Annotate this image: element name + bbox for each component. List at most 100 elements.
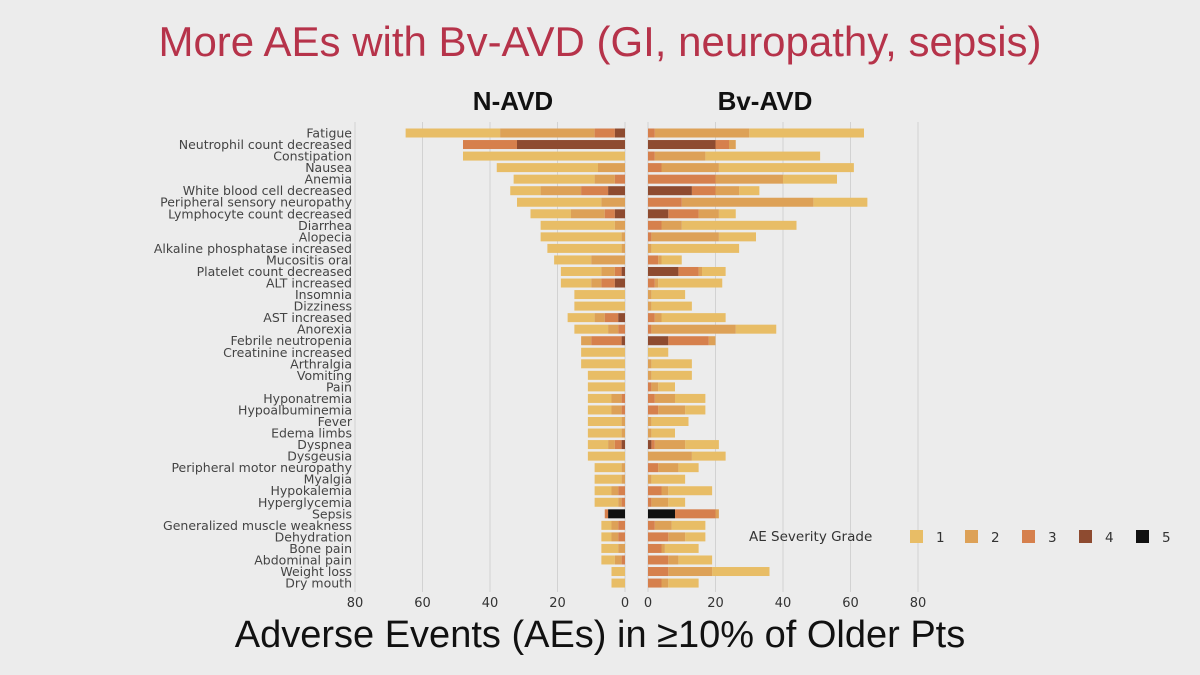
bar-bvavd-grade-2 <box>654 393 675 403</box>
category-label: Pain <box>326 379 352 394</box>
bar-navd-grade-4 <box>608 186 625 196</box>
bar-bvavd-grade-2 <box>651 382 659 392</box>
bar-bvavd-grade-3 <box>648 151 655 161</box>
bar-bvavd-grade-4 <box>648 186 692 196</box>
bar-bvavd-grade-2 <box>654 440 686 450</box>
bar-navd-grade-2 <box>621 428 625 438</box>
bar-bvavd-grade-1 <box>718 163 854 173</box>
tick-label-left: 0 <box>621 596 629 611</box>
bar-bvavd-grade-1 <box>685 532 706 542</box>
bar-navd-grade-2 <box>621 474 625 484</box>
bar-navd-grade-3 <box>614 266 622 276</box>
bar-bvavd-grade-3 <box>648 232 652 242</box>
bar-navd-grade-1 <box>517 197 602 207</box>
category-label: ALT increased <box>266 276 352 291</box>
category-label: Hypoalbuminemia <box>238 402 352 417</box>
bar-bvavd-grade-1 <box>651 301 692 311</box>
bar-bvavd-grade-1 <box>675 393 706 403</box>
grid-lines <box>354 122 919 592</box>
bar-bvavd-grade-3 <box>648 313 655 323</box>
bar-bvavd-grade-1 <box>718 209 736 219</box>
category-label: Mucositis oral <box>266 252 352 267</box>
bar-bvavd-grade-2 <box>648 417 652 426</box>
bar-bvavd-grade-1 <box>668 486 713 496</box>
bar-navd-grade-1 <box>587 440 609 450</box>
bar-bvavd-grade-4 <box>648 440 652 450</box>
category-label: Constipation <box>273 149 352 164</box>
bar-navd-grade-2 <box>581 336 592 346</box>
legend: AE Severity Grade 1 2 3 4 5 <box>749 529 1171 546</box>
bar-navd-grade-1 <box>547 243 622 253</box>
bar-bvavd-grade-3 <box>648 463 659 473</box>
bar-bvavd-grade-2 <box>708 336 716 346</box>
category-label: Insomnia <box>295 287 352 302</box>
tick-label-right: 20 <box>707 596 724 611</box>
bar-bvavd-grade-2 <box>648 428 652 438</box>
bar-navd-grade-2 <box>611 532 619 542</box>
bar-navd-grade-2 <box>621 232 625 242</box>
bar-navd-grade-3 <box>621 393 625 403</box>
bar-bvavd-grade-1 <box>783 174 837 184</box>
bar-navd-grade-3 <box>604 313 619 323</box>
bar-bvavd-grade-3 <box>675 509 716 519</box>
bar-navd-grade-1 <box>594 497 619 507</box>
bar-bvavd-grade-1 <box>668 578 699 588</box>
bar-navd-grade-3 <box>604 209 615 219</box>
category-label: Myalgia <box>304 472 352 487</box>
bar-navd-grade-3 <box>621 555 625 565</box>
tick-label-left: 80 <box>347 596 364 611</box>
bar-bvavd-grade-2 <box>648 301 652 311</box>
bar-bvavd-grade-2 <box>661 163 719 173</box>
bar-bvavd-grade-2 <box>661 486 669 496</box>
bar-bvavd-grade-2 <box>668 532 686 542</box>
bar-bvavd-grade-2 <box>681 197 814 207</box>
bar-bvavd-grade-1 <box>658 382 675 392</box>
legend-swatch-grade-5 <box>1136 530 1149 543</box>
bar-bvavd-grade-1 <box>668 497 686 507</box>
legend-label-grade-1: 1 <box>936 530 945 546</box>
bar-bvavd-grade-2 <box>648 290 652 300</box>
bar-bvavd-grade-1 <box>678 555 713 565</box>
category-label: Arthralgia <box>290 356 352 371</box>
bar-navd-grade-2 <box>621 417 625 426</box>
bar-bvavd-grade-3 <box>648 567 669 577</box>
bar-navd-grade-3 <box>581 186 609 196</box>
bar-navd-grade-1 <box>581 347 625 357</box>
bar-navd-grade-1 <box>463 151 625 161</box>
category-label: Generalized muscle weakness <box>163 518 352 533</box>
bar-navd-grade-2 <box>611 520 619 530</box>
bar-bvavd-grade-2 <box>648 243 652 253</box>
bar-navd-grade-1 <box>594 486 612 496</box>
category-label: Dehydration <box>275 529 352 544</box>
bar-bvavd-grade-2 <box>648 474 652 484</box>
bar-bvavd-grade-1 <box>671 520 706 530</box>
bar-bvavd-grade-3 <box>648 405 659 415</box>
bar-navd-grade-1 <box>405 128 501 138</box>
bar-bvavd-grade-3 <box>715 140 729 150</box>
category-label: Diarrhea <box>298 218 352 233</box>
bar-navd-grade-4 <box>517 140 625 150</box>
bar-navd-grade-1 <box>601 532 612 542</box>
slide-title: More AEs with Bv-AVD (GI, neuropathy, se… <box>158 18 1042 65</box>
category-label: Weight loss <box>280 564 352 579</box>
category-label: Anemia <box>305 172 352 187</box>
bar-bvavd-grade-3 <box>668 209 699 219</box>
category-label: Sepsis <box>312 506 352 521</box>
bar-navd-grade-1 <box>513 174 595 184</box>
bar-bvavd-grade-1 <box>651 290 686 300</box>
bar-bvavd-grade-1 <box>739 186 760 196</box>
category-label: Hypokalemia <box>270 483 352 498</box>
bar-bvavd-grade-3 <box>648 497 652 507</box>
bars <box>405 128 868 588</box>
bar-bvavd-grade-2 <box>668 555 679 565</box>
bar-navd-grade-3 <box>621 405 625 415</box>
bar-bvavd-grade-2 <box>648 359 652 369</box>
tick-label-left: 60 <box>414 596 431 611</box>
bar-bvavd-grade-3 <box>648 220 662 230</box>
panel-title-bvavd: Bv-AVD <box>718 86 813 116</box>
category-label: Fatigue <box>306 126 352 141</box>
bar-bvavd-grade-1 <box>661 255 682 265</box>
bar-bvavd-grade-5 <box>648 509 675 519</box>
bar-bvavd-grade-3 <box>648 486 662 496</box>
bar-navd-grade-2 <box>618 543 625 553</box>
